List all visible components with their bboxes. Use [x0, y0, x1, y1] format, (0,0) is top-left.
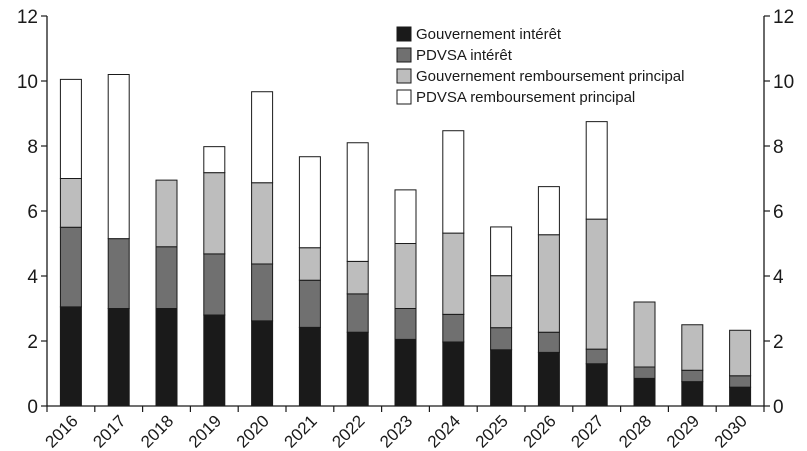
- bar-2020-series-1: [251, 263, 274, 322]
- legend-label-2: Gouvernement remboursement principal: [416, 68, 684, 85]
- bar-2020-series-2: [251, 182, 274, 265]
- bar-2017-series-1: [107, 238, 130, 310]
- bar-2027-series-0: [585, 363, 608, 407]
- x-tick-label-2018: 2018: [137, 411, 177, 451]
- y-tick-label-left-4: 4: [27, 267, 38, 288]
- x-tick-label-2028: 2028: [615, 411, 655, 451]
- bar-2016-series-2: [59, 178, 82, 228]
- bar-2024-series-3: [442, 130, 465, 234]
- bar-2021-series-0: [298, 326, 321, 407]
- bar-2026-series-1: [537, 331, 560, 353]
- legend-swatch-2: [396, 68, 412, 84]
- bar-2024-series-2: [442, 232, 465, 315]
- bar-2029-series-0: [681, 381, 704, 407]
- bar-2023-series-3: [394, 189, 417, 245]
- bar-2025-series-1: [490, 327, 513, 351]
- bar-2023-series-1: [394, 308, 417, 340]
- bar-2023-series-0: [394, 338, 417, 407]
- bar-2026-series-0: [537, 351, 560, 407]
- legend-label-0: Gouvernement intérêt: [416, 26, 562, 43]
- bar-2018-series-1: [155, 246, 178, 309]
- bar-2022-series-1: [346, 293, 369, 333]
- bar-2024-series-0: [442, 341, 465, 407]
- x-tick-label-2027: 2027: [567, 411, 607, 451]
- x-tick-label-2020: 2020: [233, 411, 273, 451]
- bar-2024-series-1: [442, 313, 465, 343]
- bar-2027-series-3: [585, 121, 608, 220]
- bar-2030-series-1: [729, 375, 752, 388]
- x-tick-label-2030: 2030: [711, 411, 751, 451]
- y-tick-label-left-2: 2: [27, 332, 38, 353]
- x-tick-label-2016: 2016: [42, 411, 82, 451]
- y-tick-label-left-10: 10: [17, 72, 38, 93]
- bar-2021-series-1: [298, 279, 321, 328]
- bar-2027-series-2: [585, 218, 608, 350]
- bar-2022-series-2: [346, 260, 369, 295]
- bar-2020-series-0: [251, 320, 274, 407]
- y-tick-label-left-8: 8: [27, 137, 38, 158]
- bar-2017-series-0: [107, 308, 130, 407]
- bar-2016-series-0: [59, 306, 82, 407]
- bar-2027-series-1: [585, 348, 608, 365]
- x-tick-label-2029: 2029: [663, 411, 703, 451]
- x-tick-label-2025: 2025: [472, 411, 512, 451]
- bar-2016-series-3: [59, 78, 82, 179]
- bar-2029-series-2: [681, 324, 704, 371]
- bar-2026-series-2: [537, 234, 560, 333]
- y-tick-label-right-2: 2: [773, 332, 784, 353]
- bar-2030-series-2: [729, 329, 752, 377]
- bar-2019-series-2: [203, 172, 226, 255]
- bar-2025-series-3: [490, 226, 513, 277]
- y-tick-label-right-8: 8: [773, 137, 784, 158]
- y-tick-label-left-0: 0: [27, 397, 38, 418]
- bar-2018-series-0: [155, 308, 178, 407]
- legend: Gouvernement intérêt PDVSA intérêt Gouvern…: [396, 26, 684, 106]
- y-tick-label-right-10: 10: [773, 72, 794, 93]
- bar-2019-series-3: [203, 146, 226, 174]
- legend-swatch-3: [396, 89, 412, 105]
- bar-2018-series-2: [155, 179, 178, 248]
- bar-2017-series-3: [107, 74, 130, 240]
- legend-label-1: PDVSA intérêt: [416, 47, 513, 64]
- x-tick-label-2021: 2021: [281, 411, 321, 451]
- bar-2021-series-2: [298, 247, 321, 281]
- bar-2030-series-0: [729, 386, 752, 407]
- bar-2028-series-1: [633, 366, 656, 379]
- x-tick-label-2026: 2026: [520, 411, 560, 451]
- x-tick-label-2024: 2024: [424, 411, 464, 451]
- y-tick-label-right-6: 6: [773, 202, 784, 223]
- y-tick-label-left-12: 12: [17, 7, 38, 28]
- x-tick-label-2023: 2023: [376, 411, 416, 451]
- legend-label-3: PDVSA remboursement principal: [416, 89, 635, 106]
- y-tick-label-left-6: 6: [27, 202, 38, 223]
- bars-group: [59, 74, 752, 407]
- bar-2028-series-2: [633, 301, 656, 368]
- x-tick-label-2022: 2022: [328, 411, 368, 451]
- bar-2025-series-2: [490, 275, 513, 329]
- y-tick-label-right-4: 4: [773, 267, 784, 288]
- legend-swatch-0: [396, 26, 412, 42]
- bar-2029-series-1: [681, 369, 704, 383]
- y-tick-label-right-12: 12: [773, 7, 794, 28]
- bar-2019-series-0: [203, 314, 226, 407]
- bar-2023-series-2: [394, 243, 417, 309]
- bar-2021-series-3: [298, 156, 321, 249]
- bar-2022-series-0: [346, 331, 369, 407]
- bar-2019-series-1: [203, 253, 226, 316]
- bar-2025-series-0: [490, 349, 513, 407]
- y-tick-label-right-0: 0: [773, 397, 784, 418]
- x-tick-label-2019: 2019: [185, 411, 225, 451]
- legend-swatch-1: [396, 47, 412, 63]
- bar-2022-series-3: [346, 142, 369, 262]
- x-tick-label-2017: 2017: [89, 411, 129, 451]
- bar-2020-series-3: [251, 91, 274, 184]
- bar-2028-series-0: [633, 377, 656, 407]
- bar-2026-series-3: [537, 186, 560, 236]
- bar-2016-series-1: [59, 226, 82, 308]
